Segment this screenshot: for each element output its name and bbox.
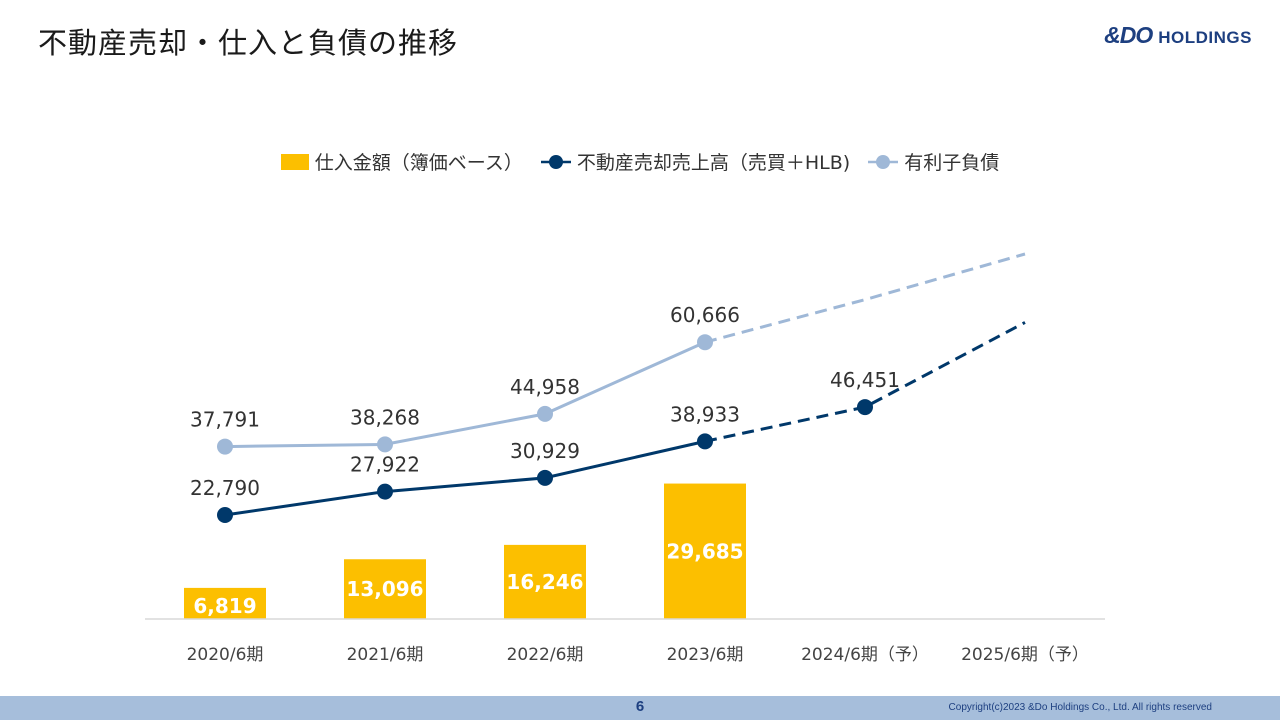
series-line-solid — [224, 439, 706, 517]
data-label: 46,451 — [830, 368, 900, 392]
data-label: 27,922 — [350, 453, 420, 477]
chart-legend: 仕入金額（簿価ベース） 不動産売却売上高（売買＋HLB) 有利子負債 — [0, 148, 1280, 175]
copyright-text: Copyright(c)2023 &Do Holdings Co., Ltd. … — [948, 702, 1212, 713]
x-tick-label: 2022/6期 — [507, 645, 584, 665]
bar-purchase — [184, 587, 266, 619]
series-marker — [377, 436, 393, 453]
data-label: 38,933 — [670, 402, 740, 426]
data-label: 60,666 — [670, 303, 740, 327]
bar-value-label: 6,819 — [193, 594, 256, 618]
footer-bar: 6 Copyright(c)2023 &Do Holdings Co., Ltd… — [0, 696, 1280, 720]
bar-value-label: 29,685 — [666, 539, 743, 563]
series-marker — [697, 334, 713, 351]
series-marker — [857, 399, 873, 416]
data-label: 30,929 — [510, 439, 580, 463]
page-number: 6 — [635, 698, 645, 715]
data-label: 38,268 — [350, 405, 420, 429]
bar-purchase — [344, 559, 426, 619]
legend-line-swatch-sales — [540, 154, 571, 169]
data-label: 44,958 — [510, 375, 580, 399]
series-marker — [537, 405, 553, 422]
x-tick-label: 2024/6期（予） — [801, 645, 929, 665]
series-marker — [217, 507, 233, 524]
company-logo: &DO HOLDINGS — [1104, 22, 1252, 52]
series-marker — [697, 433, 713, 450]
legend-item-debt: 有利子負債 — [868, 148, 999, 175]
legend-label-debt: 有利子負債 — [904, 152, 1000, 174]
legend-label-purchase: 仕入金額（簿価ベース） — [314, 152, 523, 174]
combo-chart: 6,819 13,096 16,246 29,685 2020/6期 2021/6期 202… — [145, 252, 1105, 665]
x-tick-label: 2025/6期（予） — [961, 645, 1089, 665]
x-tick-label: 2023/6期 — [667, 645, 744, 665]
series-marker — [537, 469, 553, 486]
legend-bar-swatch — [280, 153, 309, 170]
x-tick-label: 2021/6期 — [347, 645, 424, 665]
legend-item-purchase: 仕入金額（簿価ベース） — [280, 148, 523, 175]
series-line-forecast — [704, 252, 1026, 344]
x-tick-label: 2020/6期 — [187, 645, 264, 665]
legend-line-swatch-debt — [868, 154, 899, 169]
legend-item-sales: 不動産売却売上高（売買＋HLB) — [540, 148, 851, 175]
legend-label-sales: 不動産売却売上高（売買＋HLB) — [576, 152, 851, 174]
page-title: 不動産売却・仕入と負債の推移 — [38, 26, 459, 60]
data-label: 22,790 — [190, 476, 260, 500]
bar-purchase — [664, 483, 746, 619]
series-marker — [217, 438, 233, 455]
data-label: 37,791 — [190, 408, 260, 432]
bar-value-label: 16,246 — [506, 570, 583, 594]
bar-value-label: 13,096 — [346, 577, 423, 601]
bar-purchase — [504, 544, 586, 619]
logo-mark: &DO — [1104, 22, 1153, 48]
series-marker — [377, 483, 393, 500]
series-line-solid — [224, 340, 706, 449]
logo-text: HOLDINGS — [1158, 28, 1252, 47]
